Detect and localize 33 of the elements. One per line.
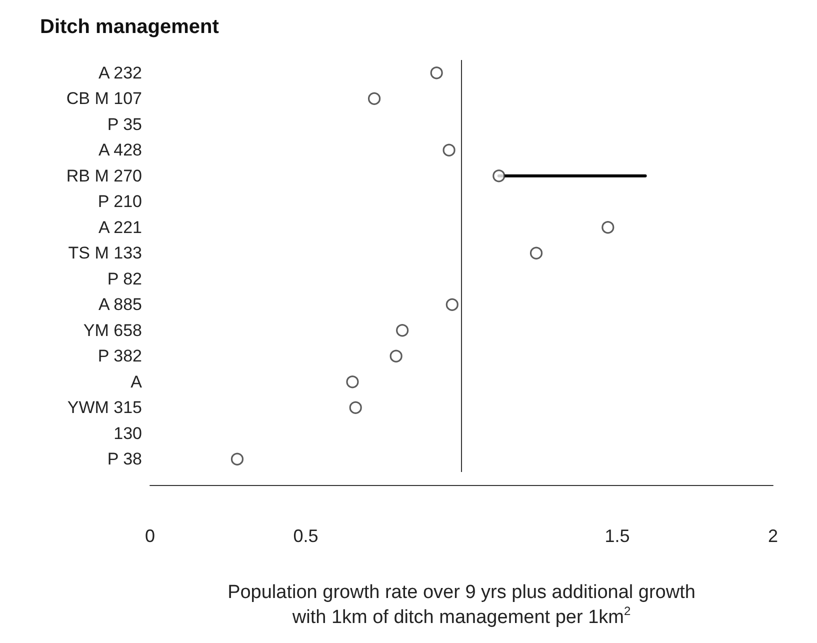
point <box>530 246 543 260</box>
y-tick-label: A 885 <box>98 295 142 314</box>
x-tick-label: 1.5 <box>604 526 630 546</box>
y-tick-label: A <box>130 372 143 392</box>
point <box>230 452 244 466</box>
y-tick-label: YM 658 <box>83 320 142 340</box>
y-tick-label: P 82 <box>107 269 142 288</box>
y-tick-label: YWM 315 <box>67 398 142 418</box>
y-tick-label: A 428 <box>98 140 142 160</box>
y-tick-label: CB M 107 <box>66 89 142 108</box>
y-tick-label: P 38 <box>107 450 142 469</box>
y-tick-label: P 35 <box>107 114 142 134</box>
point <box>368 92 381 105</box>
y-tick-label: RB M 270 <box>66 166 142 186</box>
point <box>430 66 443 80</box>
point <box>390 350 402 362</box>
point <box>396 324 409 337</box>
point <box>446 298 458 311</box>
y-tick-label: P 210 <box>98 192 142 212</box>
y-tick-label: A 232 <box>98 63 142 82</box>
point <box>492 170 506 182</box>
chart-title: Ditch management <box>40 16 220 38</box>
x-tick-label: 0.5 <box>293 526 318 546</box>
y-tick-label: A 221 <box>98 218 142 237</box>
point <box>346 376 359 388</box>
y-tick-label: 130 <box>114 424 142 443</box>
point <box>349 401 362 414</box>
y-tick-label: TS M 133 <box>68 244 142 263</box>
y-tick-label: P 382 <box>98 346 142 366</box>
x-tick-label: 2 <box>768 526 778 546</box>
point <box>442 144 456 156</box>
x-tick-label: 0 <box>144 526 156 546</box>
point <box>602 221 614 234</box>
